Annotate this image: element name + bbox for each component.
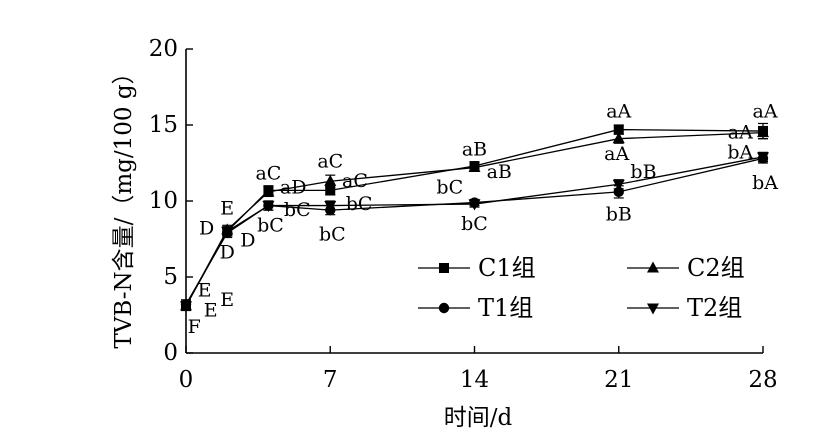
legend-marker [647,303,659,315]
data-point [468,161,481,173]
significance-label: aD [280,176,307,198]
data-point [325,185,336,196]
significance-label: D [199,217,214,239]
data-point [613,124,624,135]
significance-label: aA [606,100,631,122]
y-tick-label: 5 [163,264,178,290]
data-point [612,179,625,191]
significance-label: bC [461,213,488,235]
annotation-layer: EDDDaCaDbCbCaCaCbCbCaBaBbCbCaAaAbBbBaAaA… [188,100,779,338]
data-point [468,199,481,211]
significance-label: bC [346,193,373,215]
legend-label: T2组 [687,294,742,322]
significance-label: E [198,280,212,302]
significance-label: bA [727,141,753,163]
legend-label: C2组 [687,254,745,282]
data-point [757,152,769,164]
legend-marker [439,263,449,273]
significance-label: D [220,242,235,264]
legend-item: C2组 [627,254,745,282]
significance-label: aA [604,143,629,165]
significance-label: aA [728,122,753,144]
significance-label: aC [255,163,281,185]
x-tick-label: 7 [323,367,338,393]
x-axis-label: 时间/d [444,405,513,431]
legend: C1组 C2组 T1组 T2组 [418,254,745,322]
significance-label: aC [317,150,343,172]
data-point [262,201,275,213]
significance-label: E [220,198,234,220]
data-point [262,185,275,197]
y-tick-label: 0 [163,340,178,366]
significance-label: E [204,299,218,321]
y-tick-label: 20 [149,36,178,62]
x-tick-label: 0 [179,367,194,393]
data-point [180,301,192,313]
legend-label: T1组 [478,294,533,322]
significance-label: aB [462,138,487,160]
legend-item: C1组 [418,254,536,282]
significance-label: E [220,289,234,311]
data-point [612,132,625,144]
significance-label: bC [436,176,463,198]
legend-label: C1组 [478,254,536,282]
significance-label: bC [284,199,311,221]
y-tick-label: 15 [149,112,178,138]
series-triangle-down [180,151,769,313]
significance-label: bC [319,223,346,245]
legend-marker [438,302,450,314]
x-tick-label: 28 [748,367,777,393]
significance-label: bB [630,161,656,183]
significance-label: aB [487,161,512,183]
significance-label: F [188,316,201,338]
legend-item: T2组 [627,294,742,322]
series-layer [180,122,769,313]
legend-marker [647,261,659,273]
axes: 0 5 10 15 20 0 7 14 21 28 [149,36,778,393]
x-tick-label: 21 [604,367,633,393]
significance-label: bA [752,172,778,194]
y-axis-label: TVB-N含量/（mg/100 g） [111,61,137,348]
data-point [324,174,337,186]
significance-label: aC [342,170,368,192]
data-point [757,126,769,138]
data-point [221,226,234,238]
y-tick-label: 10 [149,188,178,214]
data-point [324,201,337,213]
x-tick-label: 14 [460,367,489,393]
significance-label: bC [257,214,284,236]
significance-label: bB [606,204,632,226]
significance-label: aA [753,100,778,122]
significance-label: D [240,230,255,252]
legend-item: T1组 [418,294,533,322]
